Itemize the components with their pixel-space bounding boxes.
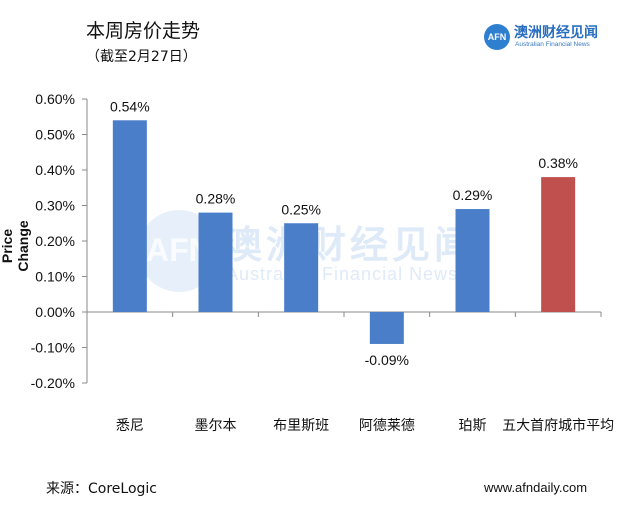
bar [455, 209, 490, 312]
x-tick-label: 五大首府城市平均 [502, 417, 614, 434]
x-tick-label: 阿德莱德 [359, 418, 415, 434]
chart-title: 本周房价走势 [86, 20, 201, 42]
brand-logo: AFN 澳洲财经见闻 Australian Financial News [484, 20, 624, 54]
bar [198, 212, 233, 312]
y-tick-label: 0.20% [35, 233, 75, 249]
y-tick-label: 0.40% [35, 162, 75, 178]
data-label: 0.38% [538, 155, 578, 171]
watermark-name-en: Australian Financial News [226, 264, 459, 284]
x-tick-label: 悉尼 [116, 418, 144, 434]
y-tick-label: -0.10% [31, 340, 75, 356]
data-label: 0.28% [196, 191, 236, 207]
data-label: 0.29% [453, 187, 493, 203]
bar [284, 223, 319, 312]
chart-subtitle: （截至2月27日） [86, 49, 197, 65]
website-link[interactable]: www.afndaily.com [484, 480, 588, 495]
y-tick-label: -0.20% [31, 375, 75, 391]
y-tick-label: 0.00% [35, 304, 75, 320]
data-label: 0.54% [110, 98, 150, 114]
x-tick-label: 布里斯班 [273, 418, 329, 434]
bar-chart: 0.60% 0.50% 0.40% 0.30% 0.20% 0.10% 0.00% -0.10… [31, 91, 615, 434]
source-note: 来源：CoreLogic [46, 481, 157, 497]
y-tick-label: 0.10% [35, 269, 75, 285]
y-tick-label: 0.50% [35, 127, 75, 143]
brand-name-cn: 澳洲财经见闻 [514, 25, 598, 41]
x-tick-label: 珀斯 [459, 418, 487, 434]
bar [369, 312, 404, 344]
y-tick-label: 0.30% [35, 198, 75, 214]
brand-name-en: Australian Financial News [515, 41, 590, 48]
data-label: -0.09% [365, 352, 409, 368]
x-tick-label: 墨尔本 [195, 418, 237, 434]
y-tick-label: 0.60% [35, 91, 75, 107]
data-label: 0.25% [281, 201, 321, 217]
bar [112, 120, 147, 312]
afn-logo-icon: AFN [484, 24, 510, 50]
bar [541, 177, 576, 312]
watermark-name-cn: 澳洲财经见闻 [224, 223, 477, 267]
